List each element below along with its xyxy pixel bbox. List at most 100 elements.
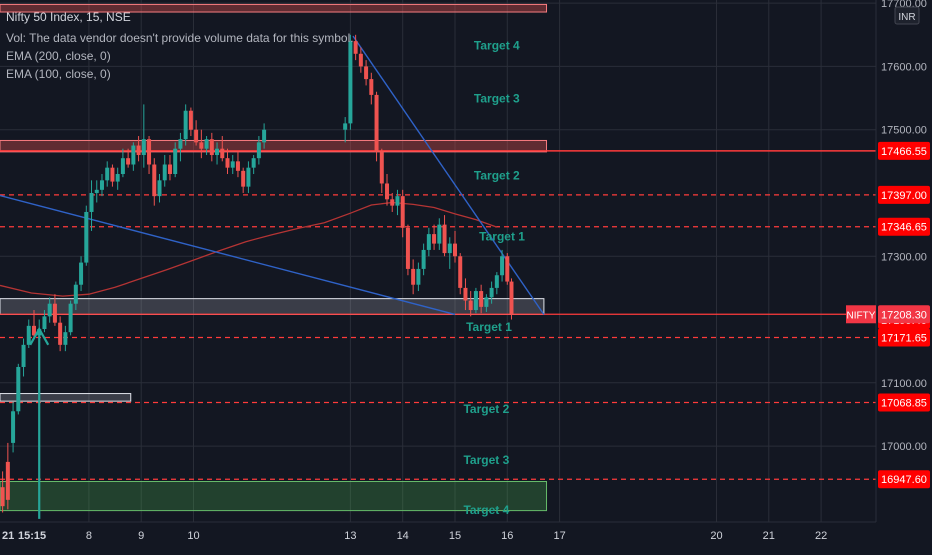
- candle: [0, 471, 5, 513]
- candle: [262, 123, 267, 149]
- candle: [58, 316, 63, 352]
- target-labels: Target 4 Target 3 Target 2 Target 1 Target 1…: [463, 38, 525, 516]
- candle-body: [16, 366, 21, 412]
- candle-body: [262, 129, 267, 143]
- symbol-tag-box[interactable]: [846, 305, 876, 324]
- candle: [400, 189, 405, 238]
- candle-body: [84, 211, 89, 263]
- price-level-label-box[interactable]: [878, 328, 930, 347]
- candle-body: [194, 129, 199, 143]
- candle-body: [400, 196, 405, 228]
- price-level-label[interactable]: 17346.65: [878, 217, 930, 236]
- price-level-label[interactable]: 17397.00: [878, 185, 930, 204]
- price-axis[interactable]: [876, 0, 932, 522]
- candle-body: [463, 287, 468, 301]
- candle: [374, 91, 379, 162]
- price-level-value: 17466.55: [881, 146, 927, 158]
- candle-body: [47, 303, 52, 317]
- candle-body: [89, 192, 94, 212]
- candle-body: [31, 325, 36, 336]
- candle-body: [385, 183, 390, 200]
- currency-badge[interactable]: INR: [894, 6, 920, 25]
- arrow-head: [29, 326, 50, 346]
- time-tick-label: 17: [553, 530, 565, 542]
- candle: [421, 243, 426, 276]
- price-tick-label: 17300.00: [881, 251, 927, 263]
- price-level-label[interactable]: 17171.65: [878, 328, 930, 347]
- candle-body: [479, 291, 484, 307]
- candle: [136, 136, 141, 162]
- candle: [458, 253, 463, 295]
- last-price-tag[interactable]: NIFTY 17208.30: [846, 305, 930, 324]
- candle-body: [353, 41, 358, 54]
- zone-resistance[interactable]: [0, 3, 548, 13]
- price-level-value: 17397.00: [881, 190, 927, 202]
- candle: [162, 155, 167, 187]
- time-tick-label: 9: [138, 530, 144, 542]
- price-level-label[interactable]: 17466.55: [878, 141, 930, 160]
- candle-body: [426, 234, 431, 250]
- price-level-label-box[interactable]: [878, 217, 930, 236]
- candle: [131, 142, 136, 171]
- candle-body: [68, 303, 73, 333]
- currency-badge-box[interactable]: [894, 6, 920, 25]
- candle: [42, 310, 47, 333]
- candle-body: [494, 275, 499, 288]
- candle: [489, 281, 494, 304]
- trendline[interactable]: [0, 194, 456, 316]
- price-level-label[interactable]: 17068.85: [878, 393, 930, 412]
- candle-body: [199, 142, 204, 149]
- price-level-label-box[interactable]: [878, 470, 930, 489]
- price-level-value: 16947.60: [881, 474, 927, 486]
- candle-body: [421, 249, 426, 269]
- time-tick-label: 21: [2, 530, 14, 542]
- candle: [31, 310, 36, 339]
- zone-resistance[interactable]: [0, 139, 548, 153]
- candle: [73, 281, 78, 311]
- candle-body: [452, 243, 457, 257]
- time-axis[interactable]: [0, 522, 932, 550]
- price-level-label-box[interactable]: [878, 185, 930, 204]
- candle-body: [348, 41, 353, 124]
- zone-demand[interactable]: [0, 481, 548, 512]
- candle-body: [63, 332, 68, 345]
- candle-body: [509, 281, 514, 315]
- candle: [215, 142, 220, 165]
- candle-body: [167, 164, 172, 174]
- candle: [369, 72, 374, 105]
- candle: [251, 155, 256, 174]
- last-price-value: 17208.30: [881, 309, 927, 321]
- candle-body: [225, 158, 230, 168]
- candle: [241, 167, 246, 193]
- time-tick-label: 8: [86, 530, 92, 542]
- candle: [452, 230, 457, 263]
- candle: [358, 47, 363, 73]
- candle-body: [188, 110, 193, 130]
- candle-body: [256, 142, 261, 159]
- price-level-label-box[interactable]: [878, 393, 930, 412]
- candle-body: [369, 79, 374, 95]
- candle-body: [215, 148, 220, 156]
- candle-body: [468, 300, 473, 311]
- candle-body: [505, 256, 510, 282]
- price-level-label-box[interactable]: [878, 141, 930, 160]
- zone-supply[interactable]: [0, 298, 545, 315]
- zone-support[interactable]: [0, 393, 132, 402]
- candle-body: [147, 139, 152, 165]
- price-tick-label: 17000.00: [881, 441, 927, 453]
- candle-body: [110, 167, 115, 182]
- trendlines: [0, 35, 545, 316]
- candle: [505, 253, 510, 285]
- trendline[interactable]: [352, 35, 545, 315]
- time-tick-label: 16: [501, 530, 513, 542]
- header-ema-200: EMA (200, close, 0): [6, 49, 111, 63]
- price-level-label[interactable]: 16947.60: [878, 470, 930, 489]
- price-level-value: 17171.65: [881, 332, 927, 344]
- candle: [126, 148, 131, 168]
- last-price-box[interactable]: [878, 305, 930, 324]
- candle-body: [183, 110, 188, 140]
- target-label: Target 3: [474, 92, 520, 106]
- candle: [52, 294, 57, 326]
